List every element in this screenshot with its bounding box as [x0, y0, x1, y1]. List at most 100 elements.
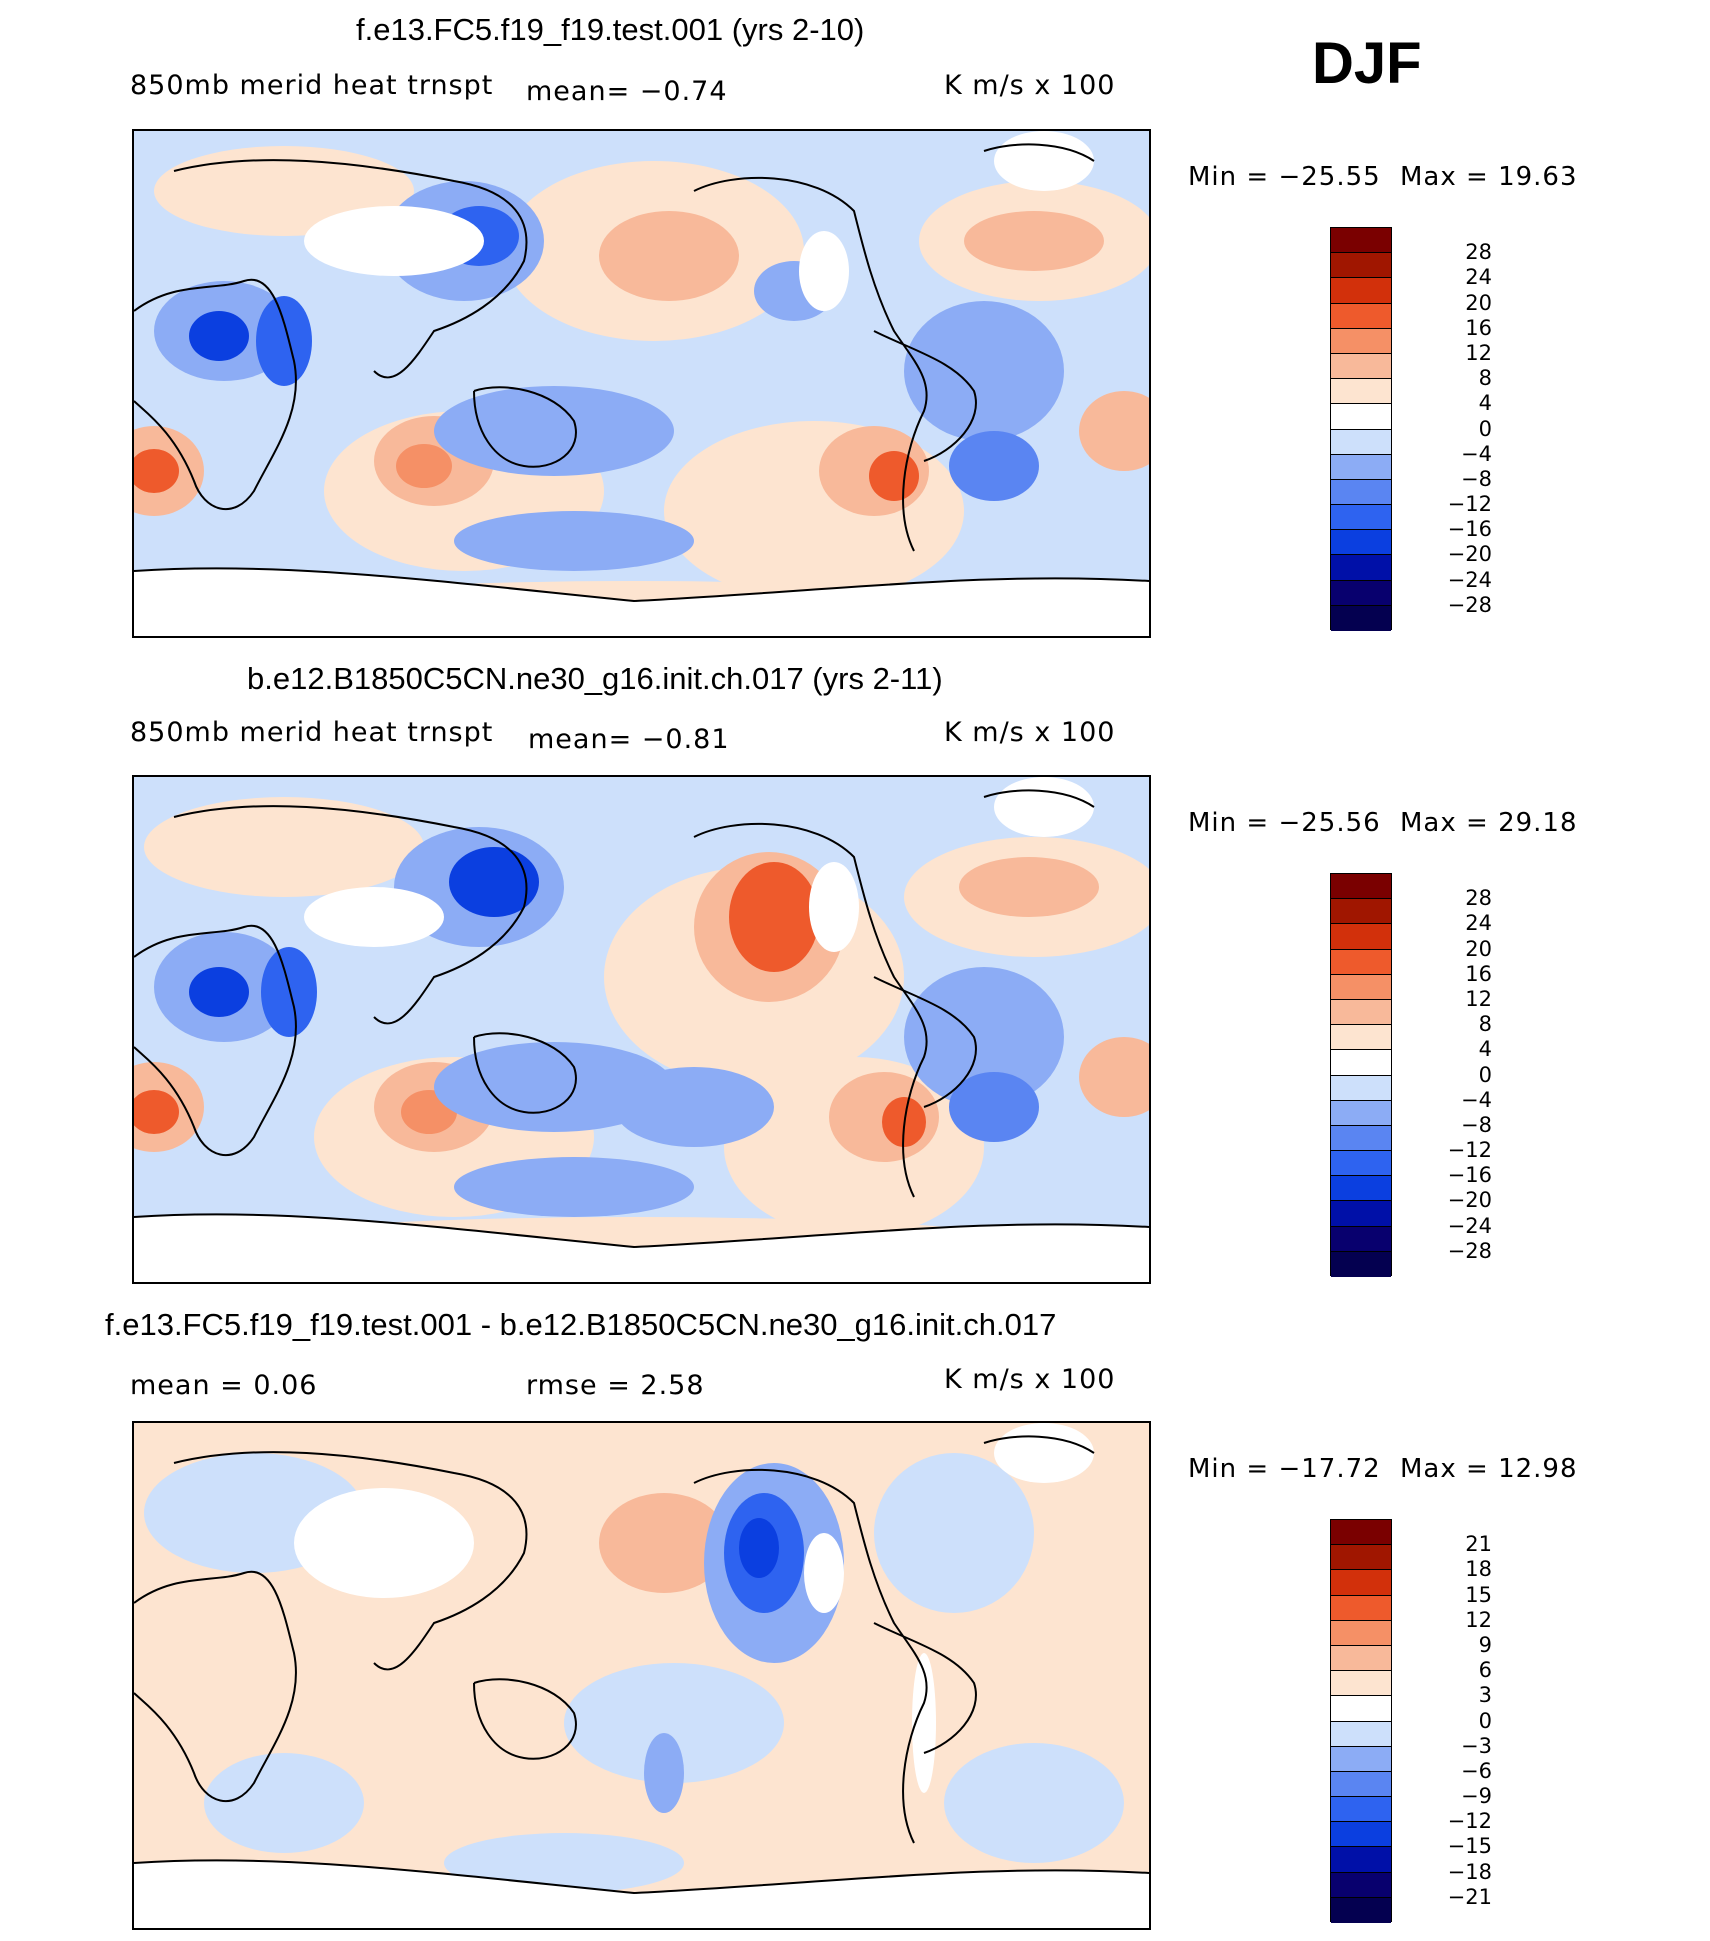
colorbar-swatch [1331, 1075, 1391, 1101]
colorbar-tick-label: −15 [1447, 1834, 1492, 1859]
panel-2-title: b.e12.B1850C5CN.ne30_g16.init.ch.017 (yr… [247, 661, 943, 696]
colorbar-swatch [1331, 1125, 1391, 1152]
colorbar-swatch [1331, 379, 1391, 405]
colorbar-tick-label: 15 [1465, 1582, 1492, 1607]
colorbar-swatch [1331, 1671, 1391, 1697]
colorbar-swatch [1331, 1746, 1391, 1772]
colorbar-tick-label: 21 [1465, 1532, 1492, 1557]
panel-1-units: K m/s x 100 [944, 70, 1116, 101]
panel-1-max: Max = 19.63 [1400, 162, 1578, 192]
colorbar-swatch [1331, 1176, 1391, 1202]
panel-2-mean: mean= −0.81 [528, 724, 730, 755]
colorbar-tick-label: −8 [1461, 1112, 1492, 1137]
colorbar-swatch [1331, 404, 1391, 430]
panel-3-colorbar [1330, 1519, 1392, 1923]
colorbar-tick-label: 24 [1465, 265, 1492, 290]
colorbar-tick-label: −20 [1447, 542, 1492, 567]
colorbar-swatch [1331, 1545, 1391, 1571]
colorbar-swatch [1331, 1797, 1391, 1823]
colorbar-swatch [1331, 899, 1391, 925]
colorbar-tick-label: 28 [1465, 240, 1492, 265]
colorbar-tick-label: 4 [1478, 391, 1492, 416]
colorbar-swatch [1331, 353, 1391, 380]
colorbar-tick-label: 12 [1465, 340, 1492, 365]
panel-1-colorbar [1330, 227, 1392, 631]
colorbar-swatch [1331, 505, 1391, 531]
colorbar-swatch [1331, 1201, 1391, 1227]
colorbar-tick-label: 20 [1465, 936, 1492, 961]
colorbar-swatch [1331, 479, 1391, 506]
colorbar-swatch [1331, 1251, 1391, 1277]
panel-1-min: Min = −25.55 [1188, 162, 1381, 192]
colorbar-swatch [1331, 1520, 1391, 1546]
colorbar-swatch [1331, 253, 1391, 279]
colorbar-tick-label: −12 [1447, 1809, 1492, 1834]
colorbar-swatch [1331, 580, 1391, 606]
panel-3-rmse: rmse = 2.58 [526, 1370, 705, 1401]
colorbar-tick-label: −24 [1447, 1213, 1492, 1238]
colorbar-tick-label: −24 [1447, 567, 1492, 592]
panel-2-map [132, 775, 1151, 1284]
colorbar-tick-label: −4 [1461, 1087, 1492, 1112]
colorbar-tick-label: 16 [1465, 961, 1492, 986]
colorbar-tick-label: 20 [1465, 290, 1492, 315]
colorbar-tick-label: −28 [1447, 592, 1492, 617]
colorbar-tick-label: −21 [1447, 1884, 1492, 1909]
colorbar-tick-label: −9 [1461, 1784, 1492, 1809]
colorbar-swatch [1331, 949, 1391, 975]
colorbar-tick-label: −8 [1461, 466, 1492, 491]
colorbar-swatch [1331, 429, 1391, 455]
colorbar-tick-label: −3 [1461, 1733, 1492, 1758]
colorbar-tick-label: −4 [1461, 441, 1492, 466]
panel-3-title: f.e13.FC5.f19_f19.test.001 - b.e12.B1850… [105, 1307, 1057, 1342]
colorbar-tick-label: 8 [1478, 366, 1492, 391]
colorbar-swatch [1331, 1822, 1391, 1848]
colorbar-tick-label: 0 [1478, 1708, 1492, 1733]
panel-1-mean: mean= −0.74 [526, 76, 728, 107]
colorbar-tick-label: 0 [1478, 1062, 1492, 1087]
colorbar-tick-label: −16 [1447, 517, 1492, 542]
colorbar-tick-label: −6 [1461, 1758, 1492, 1783]
colorbar-swatch [1331, 874, 1391, 900]
colorbar-tick-label: −12 [1447, 492, 1492, 517]
panel-3-map [132, 1421, 1151, 1930]
colorbar-tick-label: 3 [1478, 1683, 1492, 1708]
colorbar-swatch [1331, 1897, 1391, 1923]
colorbar-swatch [1331, 1570, 1391, 1596]
colorbar-swatch [1331, 555, 1391, 581]
colorbar-tick-label: 9 [1478, 1632, 1492, 1657]
colorbar-swatch [1331, 530, 1391, 556]
panel-1-title: f.e13.FC5.f19_f19.test.001 (yrs 2-10) [356, 12, 865, 47]
colorbar-swatch [1331, 1645, 1391, 1672]
colorbar-tick-label: −20 [1447, 1188, 1492, 1213]
colorbar-swatch [1331, 924, 1391, 950]
colorbar-tick-label: 6 [1478, 1658, 1492, 1683]
panel-3-mean: mean = 0.06 [130, 1370, 318, 1401]
colorbar-swatch [1331, 999, 1391, 1026]
colorbar-tick-label: 18 [1465, 1557, 1492, 1582]
colorbar-swatch [1331, 1872, 1391, 1898]
colorbar-swatch [1331, 1696, 1391, 1722]
colorbar-swatch [1331, 454, 1391, 480]
colorbar-swatch [1331, 303, 1391, 329]
panel-2-variable: 850mb merid heat trnspt [130, 717, 494, 748]
panel-3-min: Min = −17.72 [1188, 1454, 1381, 1484]
colorbar-swatch [1331, 1771, 1391, 1798]
colorbar-tick-label: 24 [1465, 911, 1492, 936]
colorbar-swatch [1331, 1721, 1391, 1747]
colorbar-tick-label: −12 [1447, 1138, 1492, 1163]
colorbar-tick-label: 4 [1478, 1037, 1492, 1062]
colorbar-tick-label: 12 [1465, 986, 1492, 1011]
colorbar-swatch [1331, 605, 1391, 631]
colorbar-swatch [1331, 278, 1391, 304]
colorbar-tick-label: 8 [1478, 1012, 1492, 1037]
panel-1-map [132, 129, 1151, 638]
colorbar-tick-label: −18 [1447, 1859, 1492, 1884]
colorbar-swatch [1331, 328, 1391, 354]
colorbar-swatch [1331, 1226, 1391, 1252]
colorbar-swatch [1331, 974, 1391, 1000]
colorbar-swatch [1331, 1050, 1391, 1076]
season-label: DJF [1312, 31, 1422, 96]
colorbar-tick-label: −16 [1447, 1163, 1492, 1188]
panel-1-variable: 850mb merid heat trnspt [130, 70, 494, 101]
